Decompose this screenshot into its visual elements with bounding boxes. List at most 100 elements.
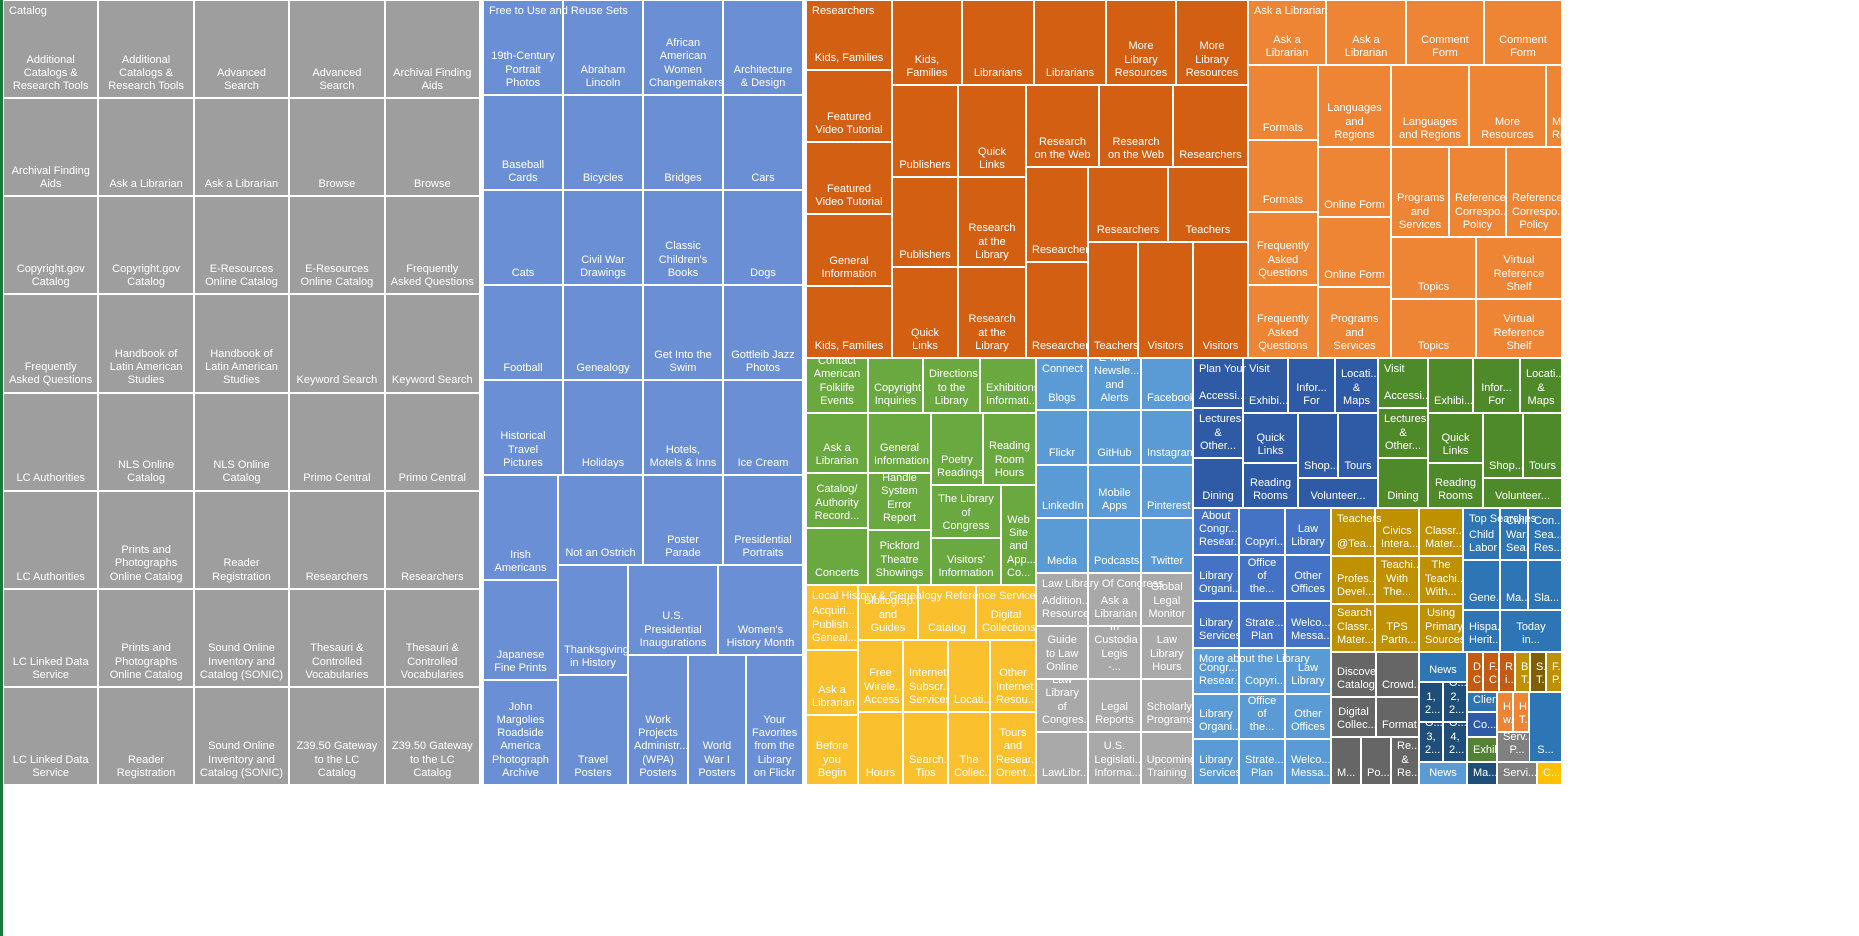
tile-label: Virtual Reference Shelf <box>1493 254 1545 293</box>
treemap-tile: Media <box>1036 518 1088 573</box>
treemap-tile: Primo Central <box>289 392 385 491</box>
tile-label: C... <box>1543 766 1561 779</box>
tile-label: Concerts, Lectures & Other... <box>1199 409 1242 452</box>
treemap-tile: Gene... <box>1463 560 1500 610</box>
tile-label: NLS Online Catalog <box>117 459 175 485</box>
tile-label: Research on the Web <box>1107 135 1165 161</box>
treemap-tile: Keyword Search <box>384 294 480 393</box>
treemap-tile: Historical Travel Pictures <box>483 380 563 475</box>
treemap-tile: Other Offices <box>1285 693 1331 740</box>
tile-label: Comment Form <box>1421 33 1469 59</box>
tile-label: Pinterest <box>1147 499 1191 512</box>
treemap-tile: Blogs <box>1036 358 1088 410</box>
treemap-tile: E-Resources Online Catalog <box>289 196 385 295</box>
treemap-tile: Child Labor <box>1463 508 1500 560</box>
tile-label: Featured Video Tutorial <box>815 182 883 208</box>
tile-label: Law Library Hours <box>1150 634 1184 673</box>
treemap-tile: Exhibitions Informati... <box>980 358 1036 413</box>
treemap-tile: More Library Resources <box>1176 0 1248 85</box>
tile-label: Keyword Search <box>296 374 378 387</box>
treemap-tile: Law Library <box>1285 648 1331 694</box>
treemap-tile: Advanced Search <box>289 0 385 99</box>
treemap-tile: R... i... <box>1499 652 1515 692</box>
tile-label: Quick Links <box>977 145 1007 171</box>
treemap-tile: Ask a Librarian <box>1088 573 1141 626</box>
treemap-tile: Languages and Regions <box>1391 65 1469 147</box>
tile-label: S... T... <box>1536 660 1546 686</box>
tile-label: Catalog <box>928 621 966 634</box>
treemap-tile: Reading Rooms <box>1428 463 1483 508</box>
tile-label: Acquiri... Publish... Geneal... <box>812 605 858 644</box>
tile-label: Additional Catalogs & Research Tools <box>12 53 89 92</box>
treemap-tile: Get Into the Swim <box>643 285 723 380</box>
treemap-tile: O... 2, 2... <box>1443 682 1467 722</box>
treemap-tile: U.S. Presidential Inaugurations <box>628 565 718 655</box>
tile-label: Dogs <box>750 266 776 279</box>
treemap-tile: Languages and Regions <box>1318 65 1391 147</box>
tile-label: Crowd... <box>1382 678 1419 691</box>
treemap-tile: Pinterest <box>1141 465 1193 518</box>
tile-label: Sla... <box>1534 591 1560 604</box>
tile-label: LC Authorities <box>16 472 85 485</box>
tile-label: Instagram <box>1147 446 1193 459</box>
treemap-tile: Visitors <box>1193 242 1248 358</box>
tile-label: The Teachi... With... <box>1425 559 1463 598</box>
tile-label: Thesauri & Controlled Vocabularies <box>400 642 464 681</box>
treemap-tile: Search Classr... Mater... <box>1331 604 1375 652</box>
tile-label: Browse <box>413 178 451 191</box>
treemap-tile: Po... <box>1361 737 1391 785</box>
treemap-tile: Contact American Folklife Events <box>806 358 868 413</box>
treemap-tile: H... T... <box>1513 692 1529 732</box>
treemap-tile: Reader Registration <box>193 490 290 589</box>
treemap-tile: Law Library Hours <box>1140 626 1193 679</box>
treemap-tile: Reference Correspo... Policy <box>1449 147 1506 237</box>
treemap-tile: Frequently Asked Questions <box>3 294 99 393</box>
tile-label: Format <box>1382 718 1417 731</box>
tile-label: Virtual Reference Shelf <box>1493 313 1545 352</box>
tile-label: Welco... Messa... <box>1291 616 1331 642</box>
tile-label: Women's History Month <box>726 623 795 649</box>
treemap-tile: Virtual Reference Shelf <box>1476 237 1562 299</box>
tile-label: Cars <box>751 171 775 184</box>
tile-label: Quick Links <box>1441 431 1470 457</box>
treemap-tile: General Information <box>868 413 931 473</box>
tile-label: Dining <box>1202 489 1234 502</box>
tile-label: About Congr... Resear... <box>1199 510 1239 549</box>
treemap-tile: Format <box>1376 697 1419 737</box>
treemap-tile: Holidays <box>563 380 643 475</box>
tile-label: Office of the... <box>1247 556 1277 596</box>
tile-label: Reading Rooms <box>1250 476 1291 502</box>
tile-label: Formats <box>1262 193 1304 206</box>
treemap-tile: Catalog <box>918 585 976 640</box>
tile-label: LC Linked Data Service <box>12 753 89 779</box>
treemap-tile: Con... Sea... Res... <box>1528 508 1562 560</box>
tile-label: Blogs <box>1048 391 1076 404</box>
tile-label: Additional Catalogs & Research Tools <box>108 53 184 92</box>
treemap-tile: Prints and Photographs Online Catalog <box>98 490 194 589</box>
treemap-tile: The Library of Congress <box>931 485 1001 538</box>
treemap-tile: Ice Cream <box>723 380 803 475</box>
treemap-tile: Ask a Librarian <box>193 98 290 197</box>
tile-label: Publishers <box>899 248 951 261</box>
treemap-tile: Quick Links <box>1243 413 1298 463</box>
treemap-tile: LawLibr... <box>1036 732 1089 785</box>
treemap-tile: Thanksgiving in History <box>558 565 628 675</box>
tile-label: Copyri... <box>1245 536 1285 549</box>
tile-label: LC Authorities <box>16 570 85 583</box>
tile-label: Civil War Drawings <box>580 253 626 279</box>
treemap-tile: Legal Reports <box>1088 679 1141 732</box>
tile-label: Exhibi... <box>1434 394 1473 407</box>
treemap-tile: Researchers <box>1173 85 1248 167</box>
tile-label: Comment Form <box>1499 33 1547 59</box>
tile-label: Library Services <box>1199 616 1239 642</box>
tile-label: Researchers <box>401 570 464 583</box>
tile-label: O... 3, 2... <box>1425 722 1443 756</box>
tile-label: Directions to the Library <box>929 368 978 407</box>
tile-label: Get Into the Swim <box>654 348 712 374</box>
treemap-tile: Poster Parade <box>643 475 723 565</box>
tile-label: Librarians <box>973 66 1023 79</box>
tile-label: Kids, Families <box>906 53 948 79</box>
treemap-tile: Ask a Librarian <box>1248 0 1326 65</box>
tile-label: General Information <box>874 441 930 467</box>
treemap-tile: Strate... Plan <box>1239 739 1285 785</box>
